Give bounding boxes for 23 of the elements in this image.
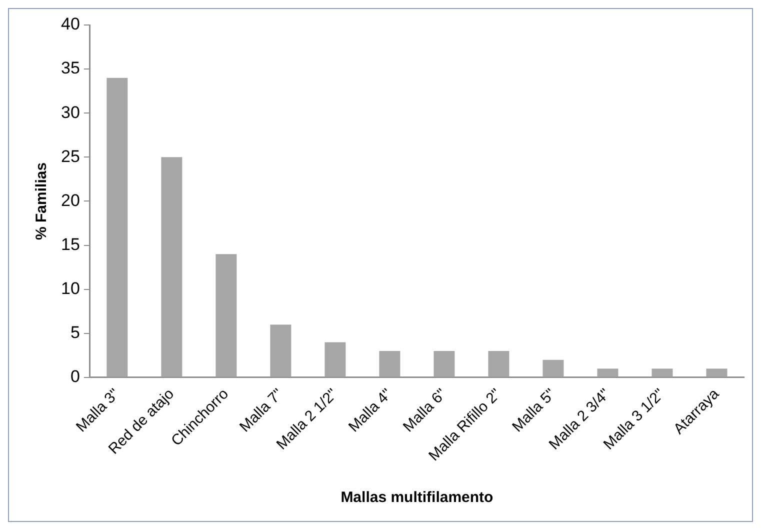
bar: [434, 351, 455, 377]
y-tick-label: 30: [60, 102, 80, 122]
bar: [106, 78, 128, 377]
bar: [542, 360, 564, 377]
y-tick-label: 0: [70, 367, 80, 386]
bar: [216, 254, 237, 377]
y-tick-label: 10: [60, 279, 80, 298]
y-tick-label: 5: [70, 323, 80, 342]
bar: [161, 157, 182, 377]
bar: [324, 342, 346, 377]
bar: [270, 324, 292, 377]
bar: [597, 368, 618, 377]
y-tick-label: 20: [60, 190, 80, 210]
x-axis-title: Mallas multifilamento: [340, 489, 494, 506]
y-tick-label: 35: [60, 58, 80, 78]
bar: [488, 351, 510, 377]
bar: [706, 368, 728, 377]
y-tick-label: 15: [60, 234, 80, 254]
y-tick-label: 25: [60, 146, 80, 166]
bar: [379, 351, 400, 377]
y-tick-label: 40: [60, 14, 80, 34]
y-axis-title: % Familias: [33, 162, 50, 240]
bar: [652, 368, 673, 377]
